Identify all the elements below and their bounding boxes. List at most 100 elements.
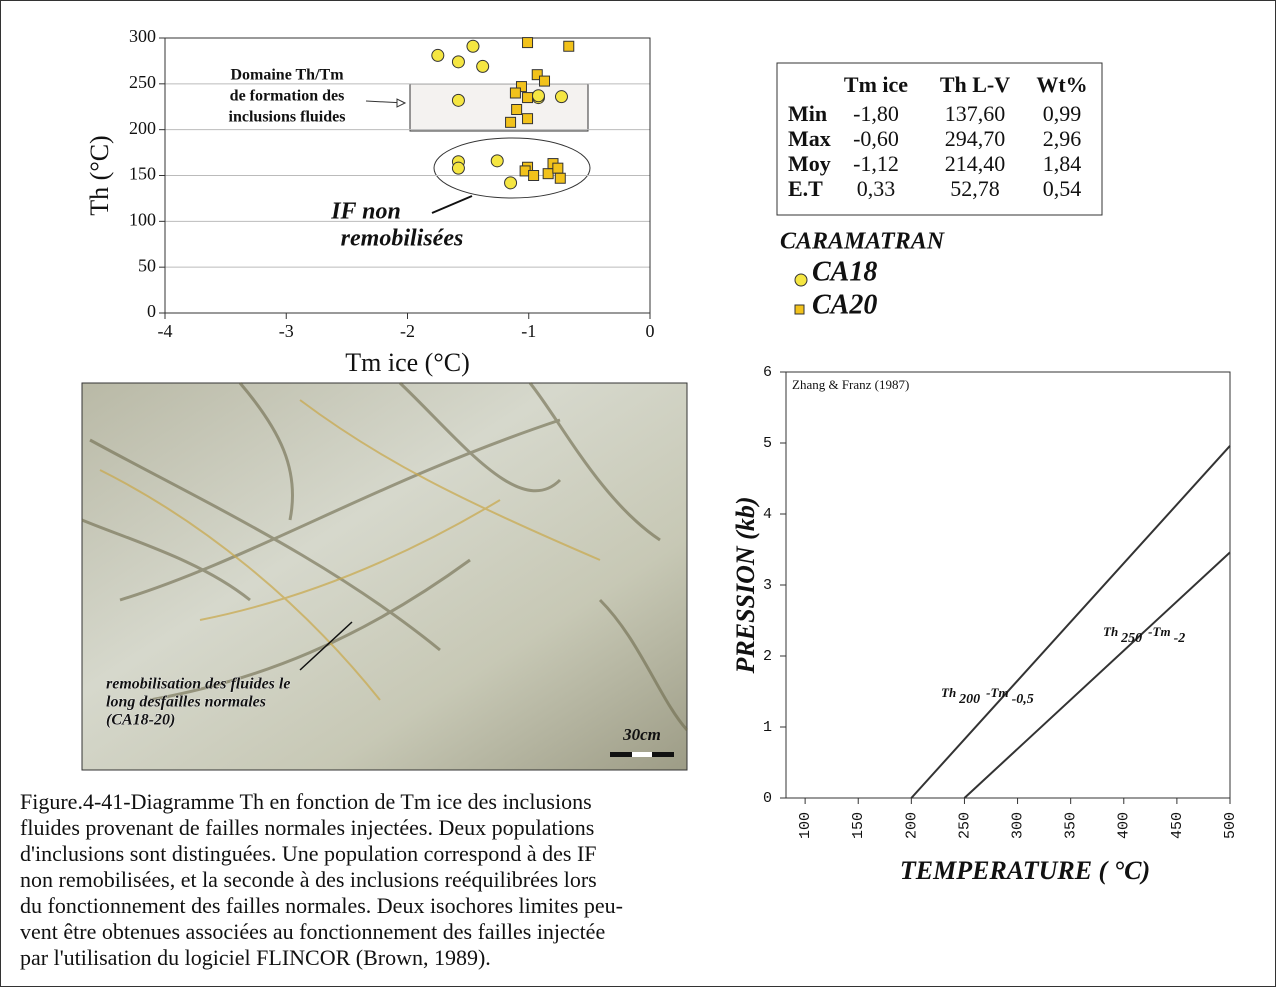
x-tick-label: 500 xyxy=(1222,812,1239,839)
table-frame xyxy=(776,62,1103,216)
point xyxy=(528,170,540,181)
point xyxy=(522,113,534,125)
point xyxy=(451,55,465,69)
point xyxy=(554,172,566,184)
y-tick-label: 100 xyxy=(129,209,156,229)
y-tick-label: 150 xyxy=(129,164,156,184)
point xyxy=(509,87,521,99)
point xyxy=(554,90,568,104)
table-cell: 52,78 xyxy=(950,176,1000,201)
x-tick-label: 450 xyxy=(1169,812,1186,839)
legend-marker xyxy=(794,304,805,315)
y-tick-label: 6 xyxy=(763,364,772,381)
caption-line: fluides provenant de failles normales in… xyxy=(20,815,594,840)
point xyxy=(431,48,445,62)
isochore-label-part: Th xyxy=(1103,624,1118,639)
isochore-label: Th 200 -Tm -0,5 xyxy=(941,685,1034,707)
table-row-label: Max xyxy=(788,126,831,151)
isochore-label-part: -Tm xyxy=(986,685,1008,700)
point xyxy=(451,93,465,107)
table-row-label: E.T xyxy=(788,176,823,201)
table-cell: 294,70 xyxy=(945,126,1006,151)
point xyxy=(542,168,554,180)
x-tick-label: 200 xyxy=(903,812,920,839)
caption-line: du fonctionnement des failles normales. … xyxy=(20,893,623,918)
table-cell: 0,54 xyxy=(1043,176,1082,201)
y-tick-label: 4 xyxy=(763,506,772,523)
annotation: inclusions fluides xyxy=(229,109,346,126)
point xyxy=(531,89,545,103)
photo-annotation: remobilisation des fluides le xyxy=(106,676,290,693)
y-tick-label: 200 xyxy=(129,118,156,138)
x-tick-label: 100 xyxy=(797,812,814,839)
x-tick-label: -4 xyxy=(158,321,173,341)
point xyxy=(490,154,504,168)
x-tick-label: 250 xyxy=(956,812,973,839)
y-tick-label: 50 xyxy=(138,255,156,275)
table-cell: -1,12 xyxy=(853,151,899,176)
legend-label: CA18 xyxy=(812,256,877,287)
isochore-label-part: -2 xyxy=(1174,631,1186,646)
x-tick-label: 300 xyxy=(1010,812,1027,839)
table-cell: 214,40 xyxy=(945,151,1006,176)
x-tick-label: -3 xyxy=(279,321,294,341)
y-tick-label: 0 xyxy=(147,301,156,321)
plot-frame xyxy=(164,37,651,314)
y-tick-label: 0 xyxy=(763,790,772,807)
caption-line: par l'utilisation du logiciel FLINCOR (B… xyxy=(20,945,491,970)
x-tick-label: 400 xyxy=(1116,812,1133,839)
table-header: Tm ice xyxy=(844,72,908,97)
isochore xyxy=(910,445,1231,799)
table-cell: 2,96 xyxy=(1043,126,1082,151)
isochore-label-part: -0,5 xyxy=(1012,692,1034,707)
isochore xyxy=(963,551,1231,799)
table-cell: 0,33 xyxy=(857,176,896,201)
annotation: remobilisées xyxy=(341,226,464,252)
point xyxy=(466,39,480,53)
scale-label: 30cm xyxy=(622,725,661,744)
y-tick-label: 250 xyxy=(129,72,156,92)
annotation: IF non xyxy=(330,199,401,225)
x-axis-title: Tm ice (°C) xyxy=(345,348,469,377)
table-cell: -1,80 xyxy=(853,101,899,126)
x-tick-label: 350 xyxy=(1063,812,1080,839)
point xyxy=(552,162,564,174)
photo-annotation: (CA18-20) xyxy=(106,712,175,729)
point xyxy=(563,40,575,52)
point xyxy=(515,81,527,93)
isochore-label-part: -Tm xyxy=(1148,624,1170,639)
table-header: Wt% xyxy=(1036,72,1087,97)
x-tick-label: -2 xyxy=(400,321,415,341)
y-tick-label: 1 xyxy=(763,719,772,736)
annotation: de formation des xyxy=(230,88,345,105)
arrow-head xyxy=(396,98,407,108)
y-axis-title: PRESSION (kb) xyxy=(731,497,760,675)
legend-title: CARAMATRAN xyxy=(780,229,946,255)
x-tick-label: -1 xyxy=(521,321,536,341)
ellipse xyxy=(433,137,591,199)
point xyxy=(539,75,551,87)
y-tick-label: 2 xyxy=(763,648,772,665)
x-tick-label: 150 xyxy=(850,812,867,839)
legend-label: CA20 xyxy=(812,289,877,320)
photo xyxy=(81,381,689,771)
table-row-label: Min xyxy=(788,101,827,126)
caption-line: d'inclusions sont distinguées. Une popul… xyxy=(20,841,597,866)
y-axis-title: Th (°C) xyxy=(85,135,114,215)
point xyxy=(511,104,523,115)
source-note: Zhang & Franz (1987) xyxy=(792,377,909,392)
annotation: Domaine Th/Tm xyxy=(230,67,344,84)
isochore-label: Th 250 -Tm -2 xyxy=(1103,624,1185,646)
pointer xyxy=(431,195,473,214)
table-cell: 137,60 xyxy=(945,101,1006,126)
table-cell: 0,99 xyxy=(1043,101,1082,126)
y-tick-label: 300 xyxy=(129,26,156,46)
y-tick-label: 3 xyxy=(763,577,772,594)
caption-line: Figure.4-41-Diagramme Th en fonction de … xyxy=(20,789,592,814)
photo-annotation: long desfailles normales xyxy=(106,694,266,711)
point xyxy=(451,161,465,175)
x-tick-label: 0 xyxy=(646,321,655,341)
y-tick-label: 5 xyxy=(763,435,772,452)
point xyxy=(522,37,534,49)
isochore-label-part: 250 xyxy=(1120,631,1142,646)
